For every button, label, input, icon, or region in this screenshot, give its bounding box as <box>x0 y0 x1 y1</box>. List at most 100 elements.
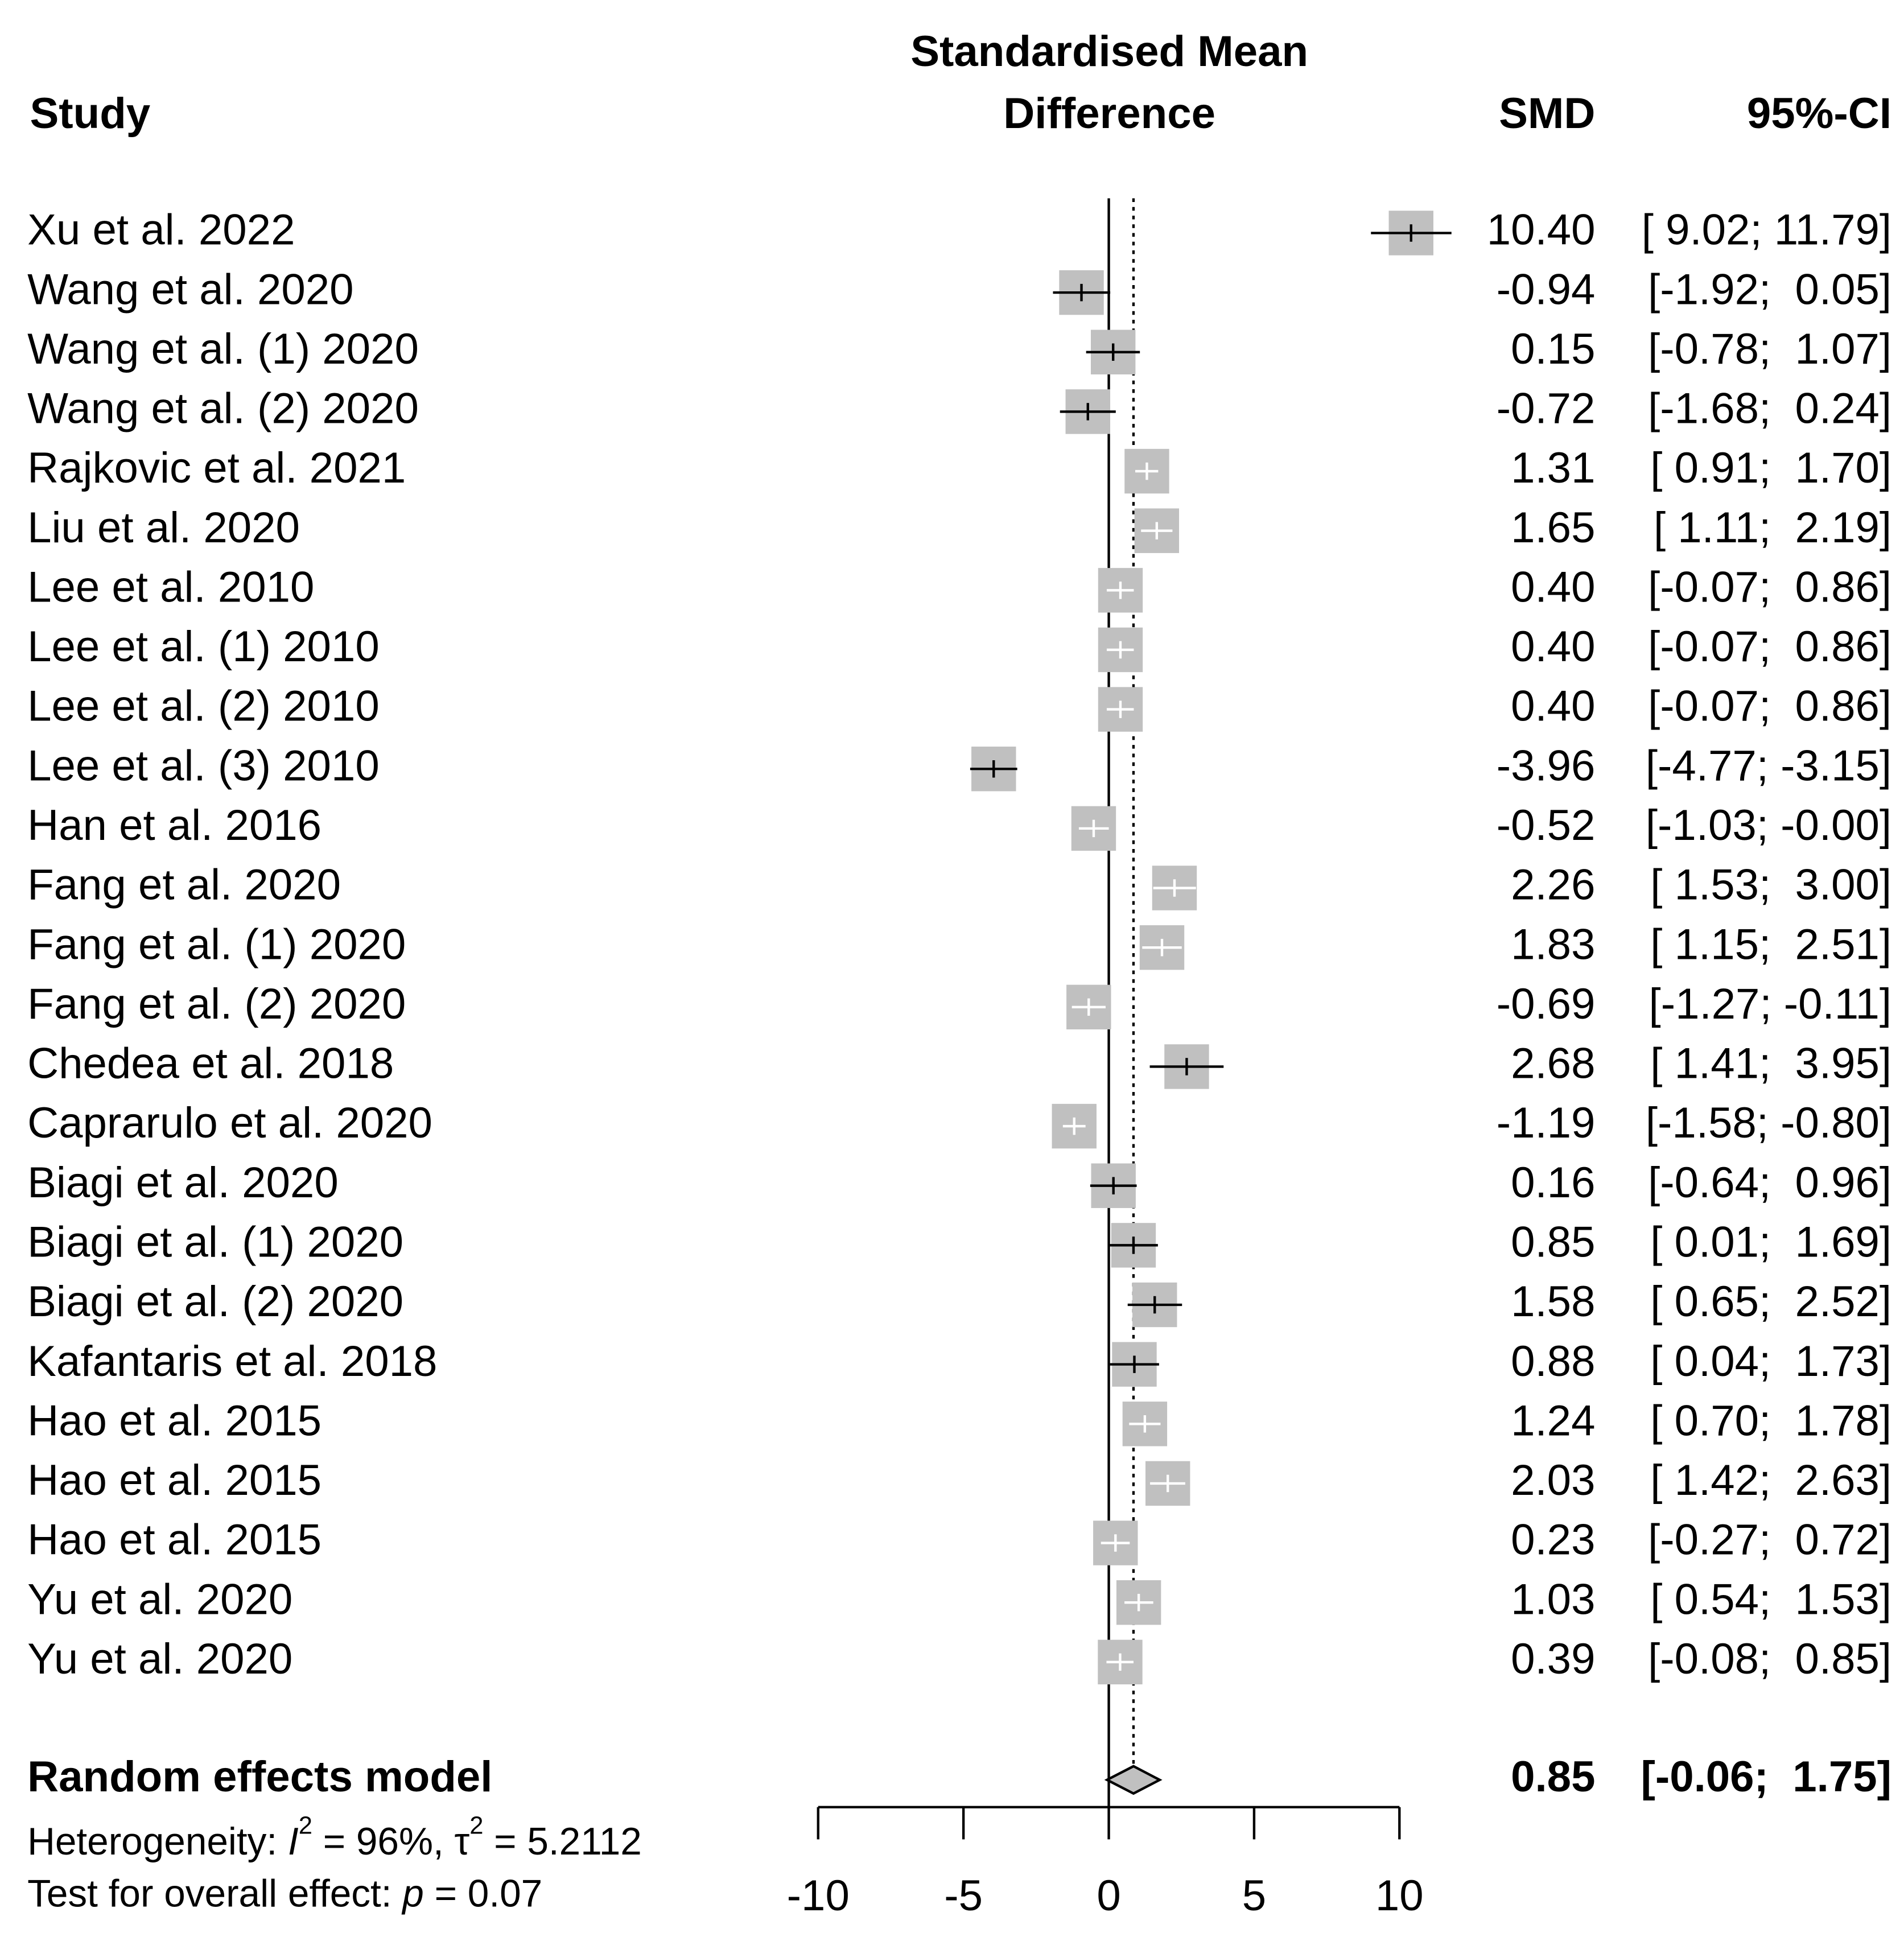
tau2-symbol: τ <box>455 1820 470 1863</box>
p-symbol: p <box>401 1872 424 1915</box>
smd-label: 0.23 <box>1511 1516 1595 1564</box>
study-label: Liu et al. 2020 <box>27 504 300 552</box>
smd-label: 0.88 <box>1511 1337 1595 1386</box>
study-label: Wang et al. (1) 2020 <box>27 325 419 373</box>
ci-label: [ 0.01; 1.69] <box>1650 1218 1891 1266</box>
smd-header: SMD <box>1499 89 1595 138</box>
smd-label: 1.03 <box>1511 1575 1595 1623</box>
ci-label: [-0.07; 0.86] <box>1648 682 1891 731</box>
study-label: Chedea et al. 2018 <box>27 1040 394 1088</box>
heterogeneity-prefix: Heterogeneity: <box>27 1820 288 1863</box>
study-label: Fang et al. (2) 2020 <box>27 980 406 1028</box>
overall-prefix: Test for overall effect: <box>27 1872 402 1915</box>
smd-label: 0.39 <box>1511 1635 1595 1683</box>
pooled-label: Random effects model <box>27 1753 492 1801</box>
smd-label: 0.40 <box>1511 682 1595 731</box>
smd-label: 0.16 <box>1511 1159 1595 1207</box>
ci-label: [-0.07; 0.86] <box>1648 623 1891 671</box>
study-label: Fang et al. 2020 <box>27 861 341 909</box>
study-label: Caprarulo et al. 2020 <box>27 1099 432 1147</box>
ci-label: [-4.77; -3.15] <box>1646 741 1891 790</box>
ci-label: [-1.58; -0.80] <box>1646 1099 1891 1147</box>
ci-label: [-1.92; 0.05] <box>1648 265 1891 314</box>
smd-label: 0.40 <box>1511 563 1595 611</box>
study-label: Fang et al. (1) 2020 <box>27 920 406 969</box>
ci-label: [ 1.11; 2.19] <box>1654 504 1891 552</box>
ci-label: [ 0.65; 2.52] <box>1650 1277 1891 1326</box>
smd-label: -3.96 <box>1497 741 1596 790</box>
smd-label: 1.24 <box>1511 1396 1595 1445</box>
smd-label: 1.65 <box>1511 504 1595 552</box>
ci-label: [-0.07; 0.86] <box>1648 563 1891 611</box>
ci-label: [ 1.15; 2.51] <box>1650 920 1891 969</box>
study-label: Lee et al. (2) 2010 <box>27 682 380 731</box>
p-value: = 0.07 <box>424 1872 542 1915</box>
ci-label: [-0.78; 1.07] <box>1648 325 1891 373</box>
study-label: Wang et al. 2020 <box>27 265 353 314</box>
superscript: 2 <box>299 1812 312 1839</box>
ci-label: [ 0.70; 1.78] <box>1650 1396 1891 1445</box>
x-tick-label: -5 <box>944 1872 983 1920</box>
i2-symbol: I <box>288 1820 299 1863</box>
study-label: Hao et al. 2015 <box>27 1396 322 1445</box>
smd-label: 2.26 <box>1511 861 1595 909</box>
x-tick-label: 10 <box>1375 1872 1424 1920</box>
ci-label: [ 1.42; 2.63] <box>1650 1456 1891 1505</box>
study-label: Hao et al. 2015 <box>27 1456 322 1505</box>
ci-label: [-1.27; -0.11] <box>1649 980 1892 1028</box>
smd-label: 0.85 <box>1511 1218 1595 1266</box>
ci-label: [-1.03; -0.00] <box>1646 801 1891 850</box>
study-label: Yu et al. 2020 <box>27 1635 292 1683</box>
study-label: Kafantaris et al. 2018 <box>27 1337 437 1386</box>
smd-label: -0.72 <box>1497 385 1596 433</box>
study-label: Yu et al. 2020 <box>27 1575 292 1623</box>
study-label: Lee et al. (1) 2010 <box>27 623 380 671</box>
study-header: Study <box>30 89 150 138</box>
ci-label: [ 0.04; 1.73] <box>1650 1337 1891 1386</box>
ci-header: 95%-CI <box>1747 89 1891 138</box>
ci-label: [-1.68; 0.24] <box>1648 385 1891 433</box>
ci-label: [ 9.02; 11.79] <box>1642 206 1891 254</box>
pooled-ci: [-0.06; 1.75] <box>1641 1753 1891 1801</box>
x-tick-label: -10 <box>787 1872 850 1920</box>
smd-label: -0.52 <box>1497 801 1596 850</box>
smd-label: 2.03 <box>1511 1456 1595 1505</box>
x-tick-label: 5 <box>1242 1872 1266 1920</box>
superscript: 2 <box>469 1812 483 1839</box>
smd-label: 0.40 <box>1511 623 1595 671</box>
study-label: Han et al. 2016 <box>27 801 322 850</box>
plot-header: Standardised Mean <box>910 27 1308 76</box>
heterogeneity: Heterogeneity: I2 = 96%, τ2 = 5.2112 <box>27 1812 642 1863</box>
tau2: = 5.2112 <box>483 1820 641 1863</box>
study-label: Xu et al. 2022 <box>27 206 295 254</box>
ci-label: [ 1.41; 3.95] <box>1650 1040 1891 1088</box>
smd-label: 10.40 <box>1487 206 1596 254</box>
study-label: Hao et al. 2015 <box>27 1516 322 1564</box>
study-label: Biagi et al. (1) 2020 <box>27 1218 403 1266</box>
study-label: Lee et al. 2010 <box>27 563 314 611</box>
study-label: Rajkovic et al. 2021 <box>27 444 406 492</box>
smd-label: -0.94 <box>1497 265 1596 314</box>
smd-label: 1.58 <box>1511 1277 1595 1326</box>
ci-label: [-0.08; 0.85] <box>1648 1635 1891 1683</box>
ci-label: [-0.27; 0.72] <box>1648 1516 1891 1564</box>
smd-label: 1.31 <box>1511 444 1595 492</box>
study-label: Biagi et al. (2) 2020 <box>27 1277 403 1326</box>
i2: = 96%, <box>312 1820 455 1863</box>
pooled-diamond <box>1104 1765 1163 1795</box>
ci-label: [-0.64; 0.96] <box>1648 1159 1891 1207</box>
x-tick-label: 0 <box>1097 1872 1120 1920</box>
study-label: Wang et al. (2) 2020 <box>27 385 419 433</box>
overall-effect: Test for overall effect: p = 0.07 <box>27 1872 542 1915</box>
ci-label: [ 0.54; 1.53] <box>1650 1575 1891 1623</box>
plot-header: Difference <box>1003 89 1215 138</box>
ci-label: [ 0.91; 1.70] <box>1650 444 1891 492</box>
smd-label: -1.19 <box>1497 1099 1596 1147</box>
ci-label: [ 1.53; 3.00] <box>1650 861 1891 909</box>
study-label: Biagi et al. 2020 <box>27 1159 339 1207</box>
smd-label: 0.15 <box>1511 325 1595 373</box>
smd-label: -0.69 <box>1497 980 1596 1028</box>
smd-label: 2.68 <box>1511 1040 1595 1088</box>
